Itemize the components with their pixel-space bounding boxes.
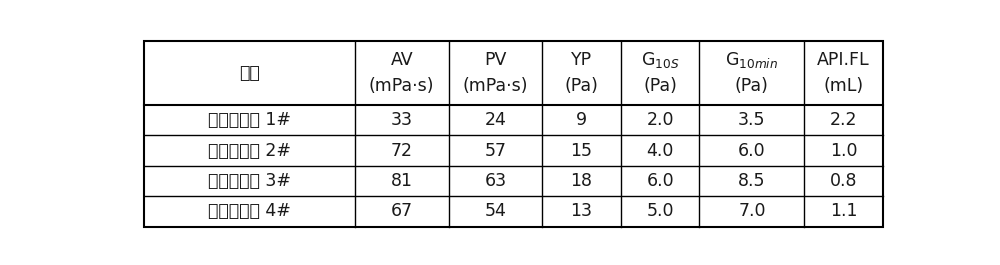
Text: 67: 67 [391, 202, 413, 220]
Text: 63: 63 [484, 172, 506, 190]
Text: 54: 54 [484, 202, 506, 220]
Text: 9: 9 [576, 111, 587, 129]
Text: 57: 57 [484, 142, 506, 160]
Text: (Pa): (Pa) [565, 77, 599, 95]
Text: G$_{10min}$: G$_{10min}$ [725, 50, 779, 70]
Text: 4.0: 4.0 [646, 142, 674, 160]
Text: 6.0: 6.0 [646, 172, 674, 190]
Text: 1.0: 1.0 [830, 142, 857, 160]
Text: 81: 81 [391, 172, 413, 190]
Text: (mPa·s): (mPa·s) [369, 77, 434, 95]
Text: 33: 33 [391, 111, 413, 129]
Text: 样品: 样品 [239, 64, 260, 82]
Text: 6.0: 6.0 [738, 142, 766, 160]
Text: 72: 72 [391, 142, 413, 160]
Text: G$_{10S}$: G$_{10S}$ [641, 50, 679, 70]
Text: 18: 18 [571, 172, 593, 190]
Text: 油基钒井液 4#: 油基钒井液 4# [208, 202, 291, 220]
Text: (mPa·s): (mPa·s) [463, 77, 528, 95]
Text: 2.2: 2.2 [830, 111, 857, 129]
Text: API.FL: API.FL [817, 51, 870, 69]
Text: PV: PV [484, 51, 507, 69]
Text: 13: 13 [571, 202, 593, 220]
Text: 8.5: 8.5 [738, 172, 766, 190]
Text: (Pa): (Pa) [643, 77, 677, 95]
Text: (mL): (mL) [824, 77, 864, 95]
Text: 15: 15 [571, 142, 593, 160]
Text: 7.0: 7.0 [738, 202, 766, 220]
Text: AV: AV [390, 51, 413, 69]
Text: 24: 24 [484, 111, 506, 129]
Text: 油基钒井液 2#: 油基钒井液 2# [208, 142, 291, 160]
Text: YP: YP [571, 51, 592, 69]
Text: 油基钒井液 1#: 油基钒井液 1# [208, 111, 291, 129]
Text: (Pa): (Pa) [735, 77, 769, 95]
Text: 5.0: 5.0 [646, 202, 674, 220]
Text: 0.8: 0.8 [830, 172, 857, 190]
Text: 2.0: 2.0 [646, 111, 674, 129]
Text: 1.1: 1.1 [830, 202, 857, 220]
Text: 3.5: 3.5 [738, 111, 766, 129]
Text: 油基钒井液 3#: 油基钒井液 3# [208, 172, 291, 190]
